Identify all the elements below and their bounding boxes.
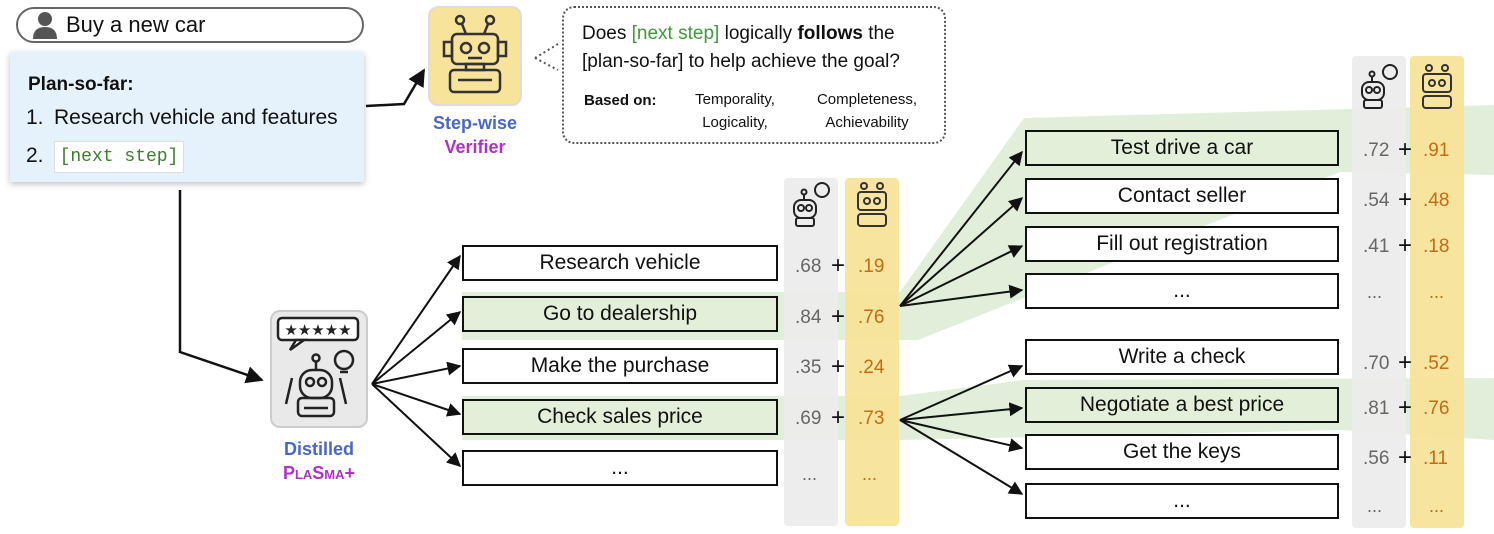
plus-sign: + (1398, 232, 1413, 259)
candidate-step-box: Make the purchase (462, 348, 778, 384)
question-bold: follows (797, 23, 863, 44)
student-score: .68 (795, 256, 822, 277)
score-column-gray (1352, 56, 1406, 528)
plan-item-number: 1. (26, 106, 44, 129)
candidate-step-box: ... (462, 450, 778, 486)
plan-title: Plan-so-far: (28, 74, 134, 95)
student-score: .41 (1363, 236, 1390, 257)
plus-sign: + (1398, 136, 1413, 163)
goal-text: Buy a new car (66, 12, 206, 37)
student-score: .84 (795, 307, 822, 328)
person-icon (33, 12, 57, 39)
goal-pill: Buy a new car (16, 7, 364, 43)
candidate-step-box: ... (1025, 273, 1339, 309)
verifier-score: .73 (858, 408, 885, 429)
student-score: ... (1367, 496, 1383, 516)
verifier-score-icon (1422, 64, 1452, 109)
verifier-score: .91 (1423, 140, 1450, 161)
candidate-step-box: ... (1025, 483, 1339, 519)
criterion: Temporality, (695, 91, 775, 108)
five-star-rating-icon: ★★★★★ (276, 316, 360, 352)
verifier-score: ... (1429, 496, 1445, 516)
question-text: the [plan-so-far] to help achieve the go… (582, 23, 900, 72)
student-score: ... (802, 464, 818, 484)
student-score-icon (1361, 64, 1398, 109)
verifier-score: .76 (1423, 398, 1450, 419)
plasma-label-line1: Distilled (283, 439, 354, 459)
student-score: .69 (795, 408, 822, 429)
plus-sign: + (1398, 394, 1413, 421)
candidate-step-box-selected: Test drive a car (1025, 130, 1339, 166)
student-score: .56 (1363, 448, 1390, 469)
verifier-score: .52 (1423, 353, 1450, 374)
score-column-gray (784, 178, 838, 526)
criteria-col1: Temporality, Logicality, (680, 88, 790, 134)
verifier-label-line2: Verifier (444, 137, 506, 157)
question-text: logically (719, 23, 798, 44)
score-column-yellow (845, 178, 899, 526)
criterion: Completeness, (816, 91, 918, 108)
plus-sign: + (831, 303, 846, 330)
candidate-step-box: Fill out registration (1025, 226, 1339, 262)
verifier-question: Does [next step] logically follows the [… (582, 20, 932, 76)
criterion: Logicality, (702, 114, 768, 131)
criterion: Achievability (825, 114, 909, 131)
candidate-step-box: Get the keys (1025, 434, 1339, 470)
plus-sign: + (831, 252, 846, 279)
verifier-label: Step-wise Verifier (414, 111, 536, 159)
plus-sign: + (1398, 444, 1413, 471)
plus-sign: + (831, 404, 846, 431)
next-step-chip: [next step] (54, 141, 184, 173)
candidate-step-box-selected: Check sales price (462, 399, 778, 435)
student-score: .70 (1363, 353, 1390, 374)
candidate-step-box: Write a check (1025, 339, 1339, 375)
student-score: .81 (1363, 398, 1390, 419)
verifier-score: .18 (1423, 236, 1450, 257)
score-column-yellow (1410, 56, 1464, 528)
student-score: .72 (1363, 140, 1390, 161)
plasma-label: Distilled PlaSma+ (256, 437, 382, 485)
verifier-score: .11 (1423, 448, 1449, 469)
candidate-step-box-selected: Negotiate a best price (1025, 387, 1339, 423)
criteria-col2: Completeness, Achievability (802, 88, 932, 134)
candidate-step-box-selected: Go to dealership (462, 296, 778, 332)
plus-sign: + (1398, 186, 1413, 213)
verifier-score: .19 (858, 256, 885, 277)
question-next-step: [next step] (631, 23, 720, 44)
plan-item-text: Research vehicle and features (54, 106, 338, 129)
verifier-score: ... (1429, 282, 1445, 302)
verifier-score: ... (862, 464, 878, 484)
plasma-label-line2: PlaSma+ (282, 463, 356, 483)
plan-item: 2. (26, 144, 54, 168)
verifier-score: .24 (858, 357, 885, 378)
verifier-score-icon (857, 182, 887, 227)
verifier-label-line1: Step-wise (432, 113, 518, 133)
plasma-robot-icon: ★★★★★ (270, 310, 368, 428)
plus-sign: + (831, 353, 846, 380)
plus-sign: + (1398, 349, 1413, 376)
candidate-step-box: Contact seller (1025, 178, 1339, 214)
student-score-icon (793, 182, 830, 227)
svg-text:★★★★★: ★★★★★ (284, 321, 351, 339)
plan-so-far-box: Plan-so-far: 1. Research vehicle and feat… (10, 52, 364, 182)
plan-item-number: 2. (26, 144, 44, 167)
plan-item: 1. Research vehicle and features (26, 106, 338, 130)
student-score: .54 (1363, 190, 1390, 211)
verifier-score: .76 (858, 307, 885, 328)
student-score: .35 (795, 357, 822, 378)
candidate-step-box: Research vehicle (462, 245, 778, 281)
based-on-label: Based on: (584, 92, 657, 109)
verifier-question-bubble: Does [next step] logically follows the [… (562, 6, 946, 144)
verifier-score: .48 (1423, 190, 1450, 211)
question-text: Does (582, 23, 632, 44)
verifier-robot-icon (428, 6, 522, 106)
student-score: ... (1367, 282, 1383, 302)
